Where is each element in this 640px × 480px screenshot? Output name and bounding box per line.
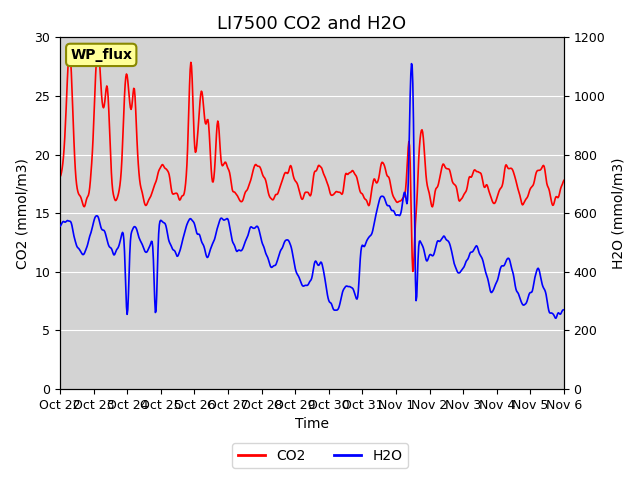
Y-axis label: H2O (mmol/m3): H2O (mmol/m3) xyxy=(611,157,625,269)
Title: LI7500 CO2 and H2O: LI7500 CO2 and H2O xyxy=(218,15,406,33)
Legend: CO2, H2O: CO2, H2O xyxy=(232,443,408,468)
Text: WP_flux: WP_flux xyxy=(70,48,132,62)
X-axis label: Time: Time xyxy=(295,418,329,432)
Y-axis label: CO2 (mmol/m3): CO2 (mmol/m3) xyxy=(15,158,29,269)
